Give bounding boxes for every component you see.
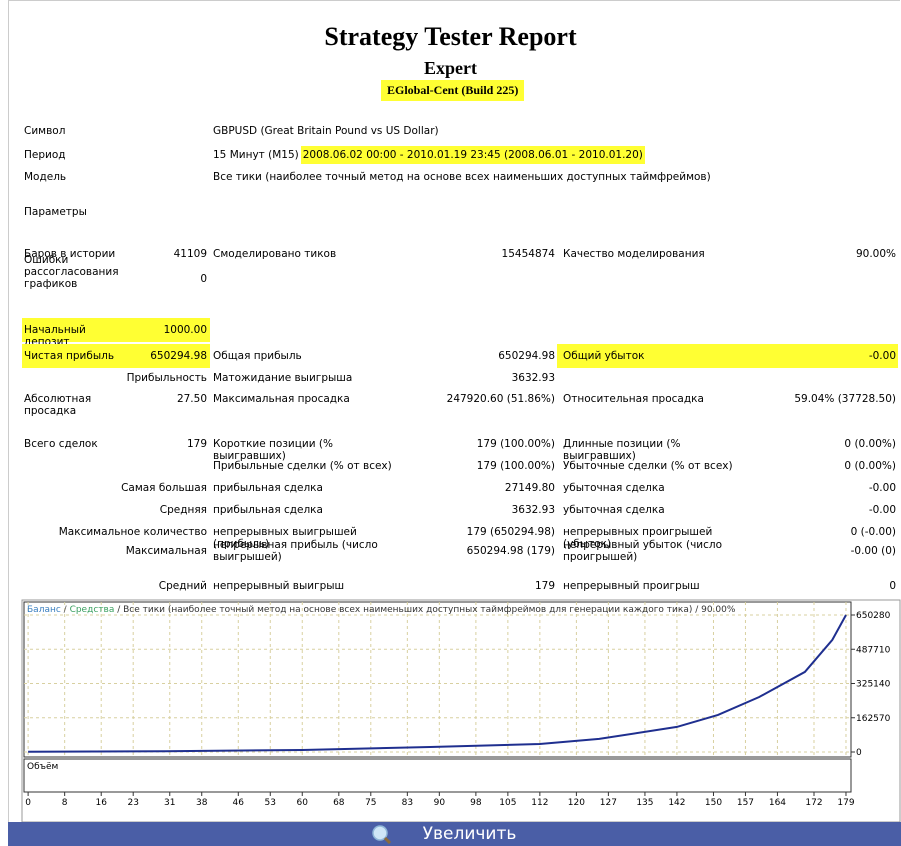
stat-label: Убыточные сделки (% от всех) [563,460,733,472]
info-value: 15 Минут (M15) 2008.06.02 00:00 - 2010.01… [213,146,645,164]
info-label: Параметры [24,206,87,218]
highlight [557,344,898,368]
stat-value: 0 (-0.00) [850,526,896,538]
stat-label: непрерывных проигрышей (убыток) [563,526,713,550]
stat-label: Прибыльные сделки (% от всех) [213,460,392,472]
stat-label: Максимальная [125,545,207,557]
info-label: Период [24,149,66,161]
stat-label: прибыльная сделка [213,504,323,516]
stat-value: 3632.93 [511,372,555,384]
stat-label: Относительная просадка [563,393,704,405]
stat-value: 0 [889,580,896,592]
magnifier-icon [372,825,391,844]
stat-value: -0.00 [868,350,896,362]
stat-value: 179 (100.00%) [476,438,555,450]
stat-value: 1000.00 [163,324,207,336]
stat-label: Матожидание выигрыша [213,372,353,384]
stat-value: 0 (0.00%) [844,438,896,450]
stat-label: Общий убыток [563,350,645,362]
stat-value: 650294.98 [150,350,207,362]
stat-label: Средняя [159,504,207,516]
stat-label: Общая прибыль [213,350,302,362]
stat-label: Смоделировано тиков [213,248,337,260]
stat-value: -0.00 [868,504,896,516]
stat-value: 650294.98 [498,350,555,362]
period-range: 2008.06.02 00:00 - 2010.01.19 23:45 (200… [300,146,645,164]
stat-label: Качество моделирования [563,248,705,260]
stat-value: 27.50 [176,393,207,405]
stat-value: 90.00% [855,248,896,260]
stat-label: убыточная сделка [563,504,665,516]
stat-label: непрерывных выигрышей (прибыль) [213,526,357,550]
stat-value: 179 (650294.98) [466,526,555,538]
stat-label: Короткие позиции (% выигравших) [213,438,333,462]
frame [8,0,900,846]
stat-value: 0 (0.00%) [844,460,896,472]
report-subtitle: Expert [424,58,477,78]
highlight [22,344,210,368]
info-label: Символ [24,125,66,137]
stat-value: 27149.80 [504,482,555,494]
stat-label: непрерывный выигрыш [213,580,345,592]
stat-label: Чистая прибыль [24,350,115,362]
stat-value: 3632.93 [511,504,555,516]
button-label[interactable]: Увеличить [422,824,517,844]
stat-value: 179 [186,438,207,450]
report-title: Strategy Tester Report [324,22,577,51]
stat-label: Баров в истории [24,248,116,260]
stat-label: Максимальная просадка [213,393,350,405]
stat-label: Максимальное количество [58,526,207,538]
stat-label: убыточная сделка [563,482,665,494]
stat-value: 179 [534,580,555,592]
stat-value: 59.04% (37728.50) [794,393,896,405]
info-value: GBPUSD (Great Britain Pound vs US Dollar… [213,125,439,137]
stat-label: прибыльная сделка [213,482,323,494]
highlight [22,318,210,342]
stat-label: Ошибки рассогласования графиков [24,254,119,290]
stat-label: непрерывный проигрыш [563,580,700,592]
stat-value: -0.00 [868,482,896,494]
stat-value: 179 (100.00%) [476,460,555,472]
info-value: Все тики (наиболее точный метод на основ… [213,171,711,183]
stat-label: непрерывный убыток (число проигрышей) [563,539,723,563]
expert-name: EGlobal-Cent (Build 225) [381,80,525,101]
stat-label: Средний [158,580,207,592]
stat-label: Абсолютная просадка [24,393,92,417]
stat-label: непрерывная прибыль (число выигрышей) [213,539,378,563]
stat-label: Всего сделок [24,438,98,450]
stat-value: 247920.60 (51.86%) [446,393,555,405]
stat-label: Прибыльность [126,372,207,384]
stat-label: Длинные позиции (% выигравших) [563,438,681,462]
stat-value: -0.00 (0) [850,545,896,557]
stat-value: 41109 [173,248,207,260]
info-label: Модель [24,171,67,183]
stat-label: Самая большая [121,482,207,494]
stat-value: 650294.98 (179) [466,545,555,557]
zoom-button[interactable]: Увеличить [8,822,901,846]
stat-value: 15454874 [501,248,555,260]
stat-value: 0 [200,273,207,285]
